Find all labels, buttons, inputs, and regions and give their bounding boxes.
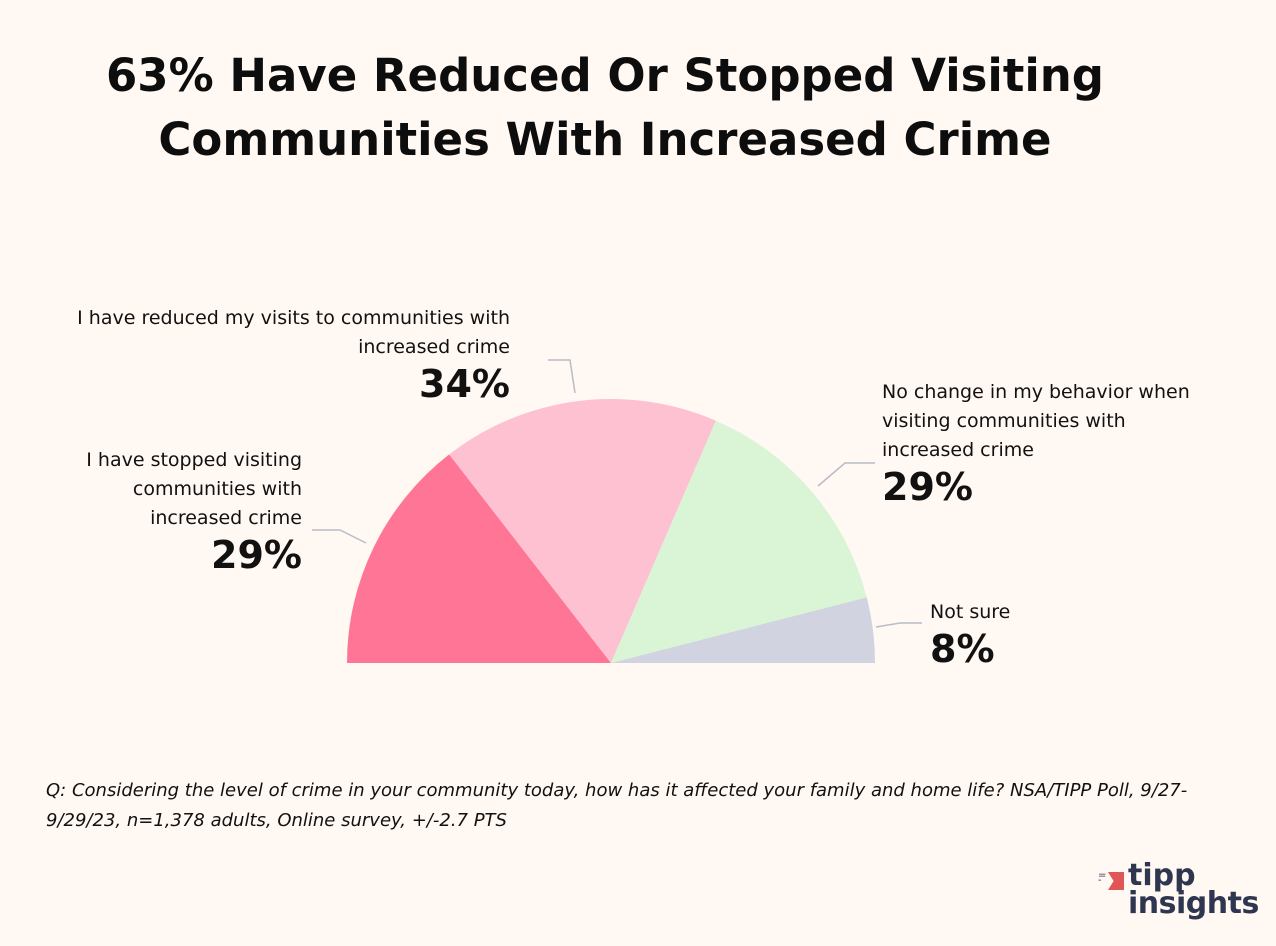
label-not-sure-text: Not sure: [930, 601, 1011, 623]
logo-flag-icon: [1108, 872, 1124, 890]
slice-no-change: [611, 420, 867, 663]
slice-reduced: [449, 398, 716, 663]
logo-text-insights: insights: [1128, 886, 1259, 921]
logo-rays-icon: = -: [1098, 870, 1107, 886]
leader-line-not-sure: [875, 622, 922, 628]
leader-line-stopped: [312, 529, 367, 544]
label-not-sure: Not sure 8%: [930, 598, 1050, 671]
label-reduced: I have reduced my visits to communities …: [30, 304, 510, 406]
label-stopped-value: 29%: [211, 533, 302, 577]
label-not-sure-value: 8%: [930, 627, 995, 671]
survey-note: Q: Considering the level of crime in you…: [46, 780, 1188, 831]
label-no-change-text: No change in my behavior when visiting c…: [882, 381, 1190, 461]
label-reduced-text: I have reduced my visits to communities …: [77, 307, 510, 358]
label-no-change-value: 29%: [882, 465, 973, 509]
leader-line-reduced: [548, 359, 576, 394]
slice-not-sure: [611, 597, 875, 663]
label-stopped-text: I have stopped visiting communities with…: [86, 449, 302, 529]
chart-title: 63% Have Reduced Or Stopped Visiting Com…: [105, 49, 1105, 166]
logo-text-tipp: tipp: [1128, 858, 1196, 893]
label-stopped: I have stopped visiting communities with…: [40, 446, 302, 577]
slice-stopped: [347, 454, 611, 663]
label-reduced-value: 34%: [419, 362, 510, 406]
label-no-change: No change in my behavior when visiting c…: [882, 378, 1192, 509]
leader-line-no-change: [817, 462, 875, 487]
